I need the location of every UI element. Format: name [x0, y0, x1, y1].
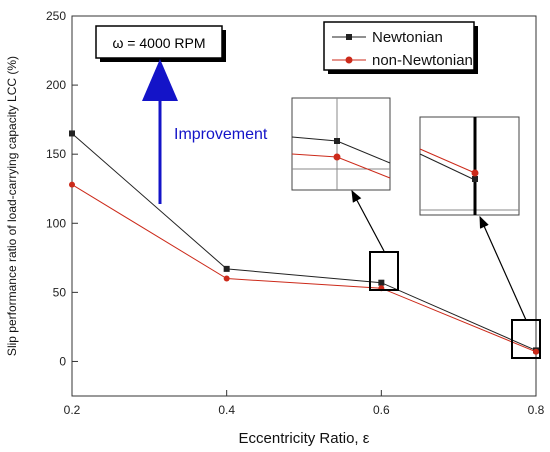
- y-tick-label: 250: [46, 9, 66, 23]
- inset-marker-non-newtonian: [333, 153, 341, 161]
- legend-marker-newtonian: [346, 34, 352, 40]
- speed-annotation: ω = 4000 RPM: [95, 25, 226, 62]
- point-newtonian: [223, 265, 230, 272]
- point-non-newtonian: [533, 348, 539, 355]
- point-non-newtonian: [223, 275, 230, 282]
- y-tick-label: 150: [46, 147, 66, 161]
- y-tick-label: 100: [46, 216, 66, 230]
- y-axis: 0 50 100 150 200 250: [46, 9, 78, 368]
- inset2-marker-non-newtonian: [471, 169, 479, 177]
- inset-zoom-0.6: [291, 97, 391, 191]
- legend: Newtonian non-Newtonian: [323, 21, 478, 74]
- y-tick-label: 50: [53, 285, 67, 299]
- y-tick-label: 200: [46, 78, 66, 92]
- inset-marker-newtonian: [334, 138, 340, 144]
- inset2-marker-newtonian: [472, 176, 478, 182]
- arrow-to-inset-0.6: [351, 189, 385, 252]
- y-axis-title: Slip performance ratio of load-carrying …: [5, 56, 19, 356]
- arrow-to-inset-0.8: [479, 215, 527, 321]
- point-newtonian: [69, 130, 75, 137]
- x-tick-label: 0.2: [64, 403, 81, 417]
- x-tick-label: 0.6: [373, 403, 390, 417]
- zoom-box-0.6: [369, 251, 399, 291]
- legend-marker-non-newtonian: [345, 56, 353, 64]
- improvement-annotation: Improvement: [142, 59, 268, 204]
- series-line-non-newtonian: [71, 184, 537, 353]
- x-tick-label: 0.4: [218, 403, 235, 417]
- x-axis: 0.2 0.4 0.6 0.8: [64, 390, 545, 417]
- inset-zoom-0.8: [419, 116, 520, 216]
- legend-label-newtonian: Newtonian: [372, 29, 443, 46]
- legend-label-non-newtonian: non-Newtonian: [372, 52, 473, 69]
- speed-label: ω = 4000 RPM: [112, 35, 205, 51]
- series-line-newtonian: [71, 133, 537, 351]
- y-tick-label: 0: [59, 354, 66, 368]
- x-axis-title: Eccentricity Ratio, ε: [239, 430, 370, 447]
- improvement-label: Improvement: [174, 126, 268, 143]
- point-non-newtonian: [69, 181, 75, 188]
- x-tick-label: 0.8: [528, 403, 545, 417]
- point-newtonian: [378, 279, 385, 286]
